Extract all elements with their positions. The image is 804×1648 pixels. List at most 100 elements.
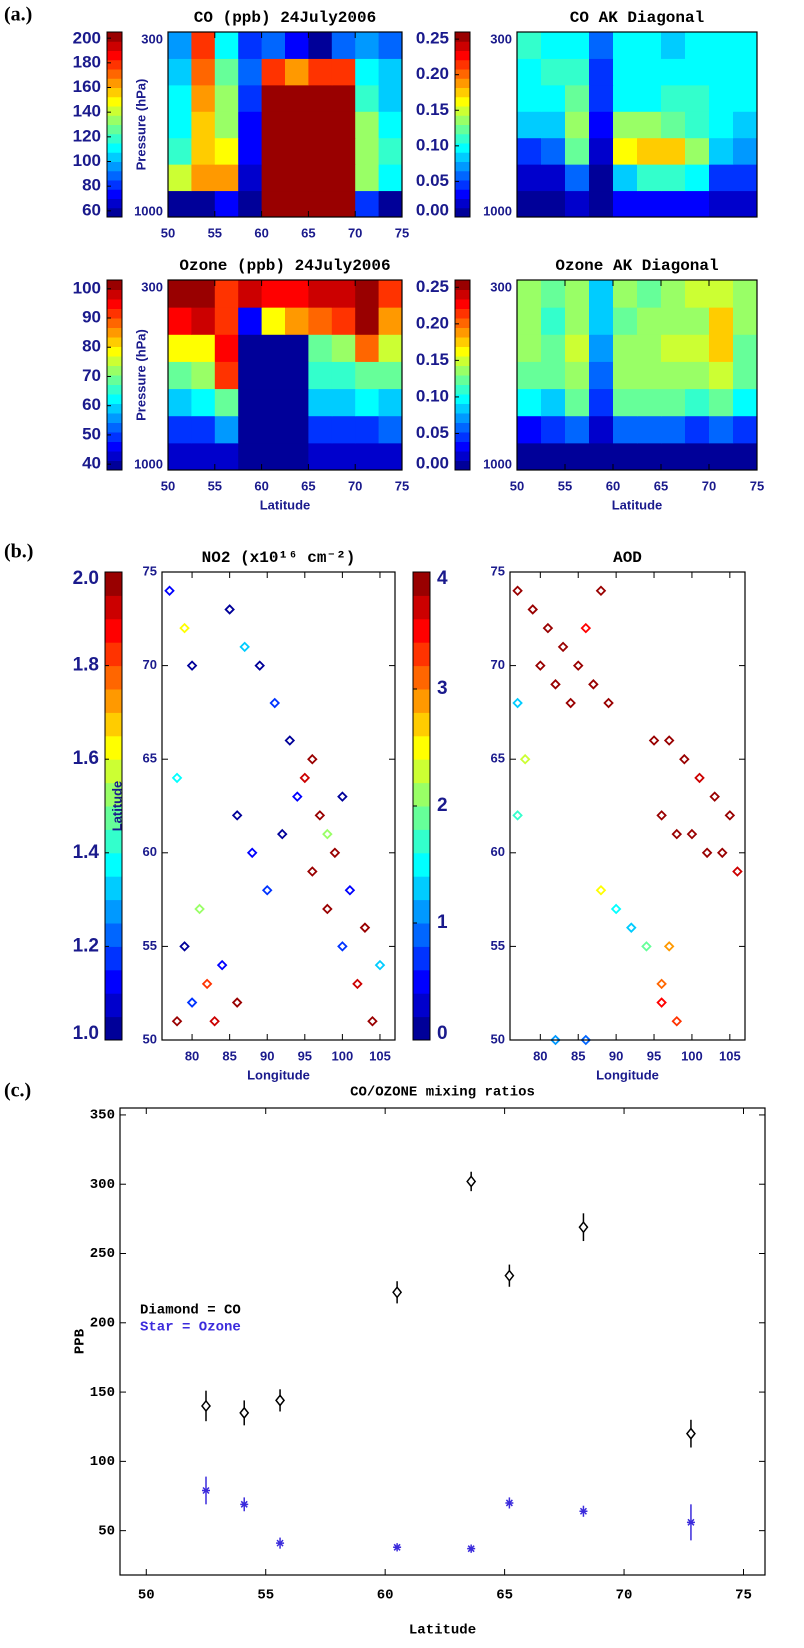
plot-frame bbox=[509, 571, 746, 1041]
y-axis-label: PPB bbox=[73, 1328, 89, 1354]
colorbar-band bbox=[455, 413, 470, 423]
colorbar-band bbox=[105, 829, 122, 854]
point bbox=[322, 903, 333, 915]
colorbar-band bbox=[455, 346, 470, 357]
colorbar-band bbox=[107, 318, 122, 328]
colorbar-band bbox=[455, 115, 470, 125]
point bbox=[201, 978, 213, 990]
colorbar-band bbox=[107, 207, 122, 218]
heatmap-cell bbox=[168, 307, 192, 335]
heatmap-cell bbox=[661, 334, 686, 362]
heatmap-cell bbox=[541, 280, 566, 308]
heatmap-cell bbox=[685, 190, 710, 218]
colorbar-band bbox=[455, 180, 470, 190]
x-tick-label: 80 bbox=[533, 1048, 547, 1063]
colorbar-tick-label: 80 bbox=[82, 176, 101, 195]
heatmap-cell bbox=[517, 415, 542, 444]
colorbar-tick-label: 1.2 bbox=[73, 935, 99, 956]
x-tick-label: 50 bbox=[161, 225, 175, 240]
heatmap-cell bbox=[261, 307, 286, 335]
colorbar-band bbox=[107, 87, 122, 98]
colorbar-tick-label: 70 bbox=[82, 366, 101, 385]
colorbar-band bbox=[105, 852, 122, 877]
heatmap-cell bbox=[214, 280, 239, 308]
heatmap-cell bbox=[355, 58, 380, 86]
heatmap-cell bbox=[661, 58, 686, 86]
colorbar-band bbox=[105, 899, 122, 924]
point bbox=[284, 735, 296, 746]
y-tick-label: 70 bbox=[143, 657, 157, 672]
heatmap-cell bbox=[355, 190, 380, 218]
x-tick-label: 60 bbox=[254, 225, 268, 240]
point bbox=[276, 1539, 285, 1547]
point bbox=[231, 997, 243, 1008]
colorbar-tick-label: 1.4 bbox=[73, 842, 100, 863]
heatmap-cell bbox=[214, 32, 239, 59]
colorbar-band bbox=[455, 170, 470, 181]
colorbar-band bbox=[107, 198, 122, 209]
chart-title: NO2 (x10¹⁶ cm⁻²) bbox=[202, 549, 356, 567]
colorbar-band bbox=[107, 365, 122, 376]
colorbar-band bbox=[455, 69, 470, 79]
heatmap-cell bbox=[261, 190, 286, 218]
heatmap-cell bbox=[355, 415, 380, 444]
x-tick-label: 55 bbox=[208, 478, 222, 493]
heatmap-cell bbox=[541, 190, 566, 218]
heatmap-cell bbox=[308, 388, 333, 417]
colorbar-tick-label: 3 bbox=[437, 678, 448, 699]
heatmap-cell bbox=[285, 280, 309, 308]
heatmap-cell bbox=[541, 388, 566, 417]
heatmap-cell bbox=[261, 280, 286, 308]
heatmap-cell bbox=[733, 280, 758, 308]
heatmap-cell bbox=[637, 361, 662, 390]
heatmap-cell bbox=[308, 307, 333, 335]
heatmap-cell bbox=[637, 58, 662, 86]
colorbar-band bbox=[455, 308, 470, 319]
heatmap-cell bbox=[661, 415, 686, 444]
colorbar-band bbox=[107, 32, 122, 42]
point bbox=[686, 828, 698, 840]
heatmap-cell bbox=[214, 442, 239, 471]
x-tick-label: 70 bbox=[616, 1588, 633, 1604]
colorbar-band bbox=[107, 41, 122, 51]
chart-title: Ozone (ppb) 24July2006 bbox=[179, 257, 390, 275]
point bbox=[367, 1016, 378, 1027]
heatmap-cell bbox=[565, 307, 590, 335]
heatmap-cell bbox=[285, 334, 309, 362]
point bbox=[701, 847, 713, 859]
heatmap-cell bbox=[308, 84, 333, 112]
y-tick-label: 1000 bbox=[134, 203, 163, 218]
point bbox=[254, 660, 265, 671]
point bbox=[535, 660, 546, 671]
point bbox=[393, 1543, 402, 1551]
colorbar-band bbox=[107, 356, 122, 366]
colorbar-band bbox=[107, 170, 122, 181]
x-tick-label: 75 bbox=[735, 1588, 752, 1604]
x-tick-label: 95 bbox=[298, 1048, 312, 1063]
heatmap-cell bbox=[308, 164, 333, 192]
point bbox=[240, 1500, 249, 1508]
heatmap-cell bbox=[238, 84, 263, 112]
heatmap-cell bbox=[378, 137, 403, 165]
heatmap-cell bbox=[378, 442, 403, 471]
heatmap-cell bbox=[733, 32, 758, 59]
heatmap-cell bbox=[378, 361, 403, 390]
heatmap-cell bbox=[261, 84, 286, 112]
colorbar-band bbox=[455, 289, 470, 300]
x-axis-label: Latitude bbox=[260, 497, 311, 512]
y-tick-label: 65 bbox=[143, 751, 157, 766]
colorbar-tick-label: 140 bbox=[73, 102, 101, 121]
heatmap-cell bbox=[733, 84, 758, 112]
colorbar-band bbox=[105, 618, 122, 643]
heatmap-cell bbox=[238, 361, 263, 390]
heatmap-cell bbox=[378, 164, 403, 192]
colorbar-band bbox=[105, 642, 122, 667]
heatmap-cell bbox=[214, 190, 239, 218]
colorbar-band bbox=[455, 460, 470, 471]
point bbox=[322, 828, 333, 840]
colorbar-band bbox=[455, 152, 470, 162]
point bbox=[209, 1016, 220, 1027]
point bbox=[307, 753, 318, 765]
heatmap-cell bbox=[517, 442, 542, 471]
colorbar-band bbox=[413, 642, 430, 667]
